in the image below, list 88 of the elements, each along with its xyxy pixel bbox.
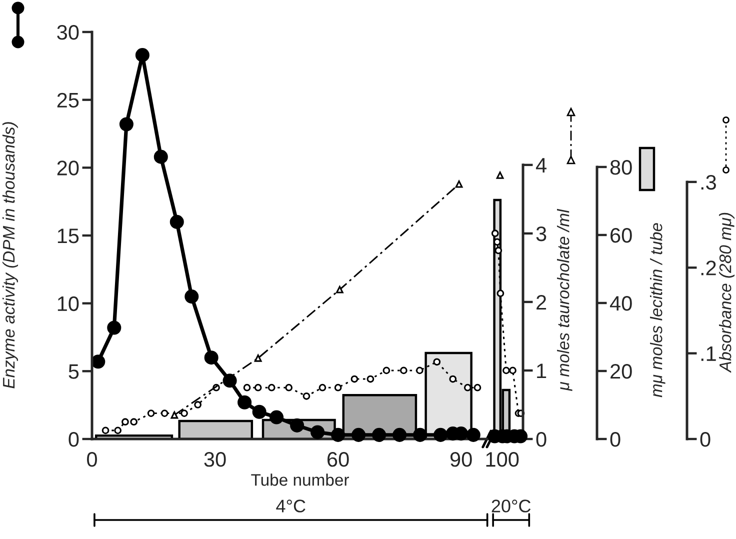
point [254,384,262,392]
y-tick-label: 0 [68,432,79,447]
point [302,392,310,400]
point [318,384,326,392]
point [331,428,346,442]
y-axis-title: Enzyme activity (DPM in thousands) [2,122,18,388]
point [434,428,448,442]
x-tick-label: 100 [486,452,519,467]
y2-tick-label: 80 [610,160,632,175]
point [416,366,424,374]
point [382,366,390,374]
y2-tick-label: 40 [610,296,632,311]
point [352,428,366,442]
text: 4°C [276,500,306,512]
point [350,375,358,383]
point [494,246,502,254]
point [285,384,293,392]
point [122,418,129,426]
point [310,425,325,440]
point [243,384,251,392]
point [160,410,168,417]
x-tick-label: 30 [204,452,226,467]
point [464,384,472,392]
y3-tick-label: .2 [701,260,716,276]
point [502,366,510,374]
point [400,366,408,374]
point [204,350,218,365]
point [180,410,188,417]
y-axis-title: μ moles taurocholate /ml [557,208,572,392]
point [135,48,150,62]
y-tick-label: 0 [536,432,546,447]
point [290,418,304,432]
y-tick-label: 3 [536,226,546,242]
point [154,150,168,164]
x-tick-label: 90 [450,452,472,467]
point [91,354,106,369]
y2-tick-label: 60 [610,228,632,243]
point [270,410,284,424]
y-tick-label: 30 [57,25,79,40]
y-tick-label: 20 [57,160,79,176]
point [170,411,178,419]
y-tick-label: 10 [58,296,79,312]
point [372,428,386,442]
point [466,428,480,442]
point [102,426,110,434]
y-tick-label: 1 [537,364,546,378]
point [455,180,463,188]
point [496,290,504,298]
point [170,214,184,229]
point [433,358,441,366]
point [238,395,252,410]
y2-tick-label: 20 [610,364,632,379]
point [334,384,342,392]
y-tick-label: 5 [68,364,79,379]
point [366,375,374,383]
text: 20°C [492,500,531,512]
point [107,320,122,335]
point [449,375,457,383]
x-tick-label: 60 [328,452,349,467]
y3-tick-label: 0 [700,432,710,447]
point [268,384,276,392]
point [130,418,138,426]
point [147,410,155,417]
y2-axis-title: mμ moles lecithin / tube [650,223,666,398]
point [252,404,266,419]
y2-tick-label: 0 [610,432,620,447]
y3-tick-label: .1 [701,346,716,361]
point [496,172,504,179]
y-tick-label: 2 [536,294,546,310]
y3-tick-label: .3 [701,174,716,190]
point [254,354,262,362]
point [222,374,237,388]
point [114,426,122,434]
y-tick-label: 4 [536,158,546,172]
point [184,290,199,304]
point [194,401,202,408]
point [392,428,407,442]
y-tick-label: 15 [58,228,79,244]
point [509,366,516,374]
point [119,117,134,132]
point [413,428,428,442]
point [491,230,499,238]
x-axis-title: Tube number [251,474,349,486]
y-tick-label: 25 [57,92,79,108]
x-tick-label: 0 [87,452,97,467]
point [474,384,482,392]
point [336,286,344,294]
y3-axis-title: Absorbance (280 mμ) [719,212,735,373]
